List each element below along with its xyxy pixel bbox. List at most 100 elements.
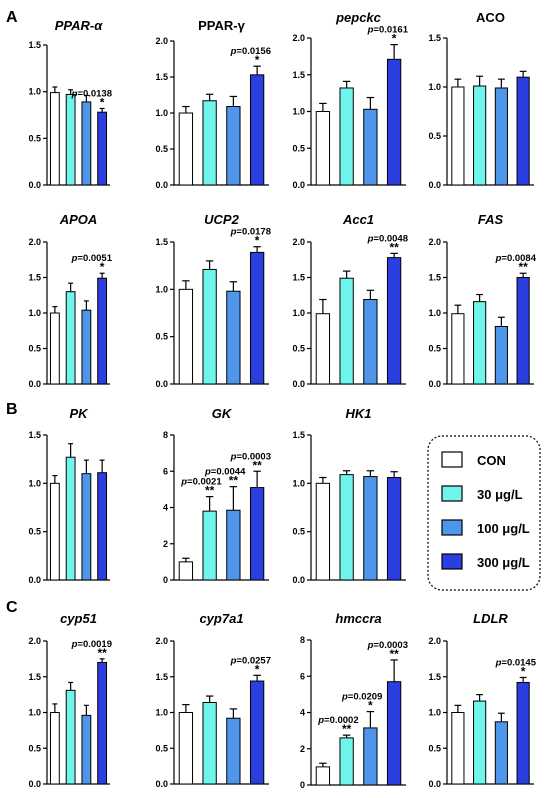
- bar: [226, 106, 241, 186]
- significance-stars: **: [518, 260, 528, 274]
- p-value-label: p=0.0145: [495, 657, 537, 668]
- section-label-a: A: [6, 9, 18, 26]
- significance-stars: **: [205, 484, 215, 498]
- y-tick-label: 0.5: [292, 527, 305, 537]
- chart-panel-2: pepckc 0.0 0.5 1.0 1.5 2.0 *p=0.0161: [292, 10, 408, 190]
- chart-title: HK1: [345, 406, 371, 421]
- y-tick-label: 1.0: [28, 87, 41, 97]
- bar: [49, 482, 60, 581]
- bar: [226, 290, 241, 385]
- y-tick-label: 0.5: [28, 344, 41, 354]
- y-tick-label: 0.5: [28, 527, 41, 537]
- p-value-label: p=0.0209: [341, 692, 382, 703]
- legend: CON 30 μg/L 100 μg/L 300 μg/L: [427, 435, 541, 591]
- significance-stars: *: [100, 95, 105, 109]
- bar: [339, 474, 354, 581]
- bar: [451, 313, 465, 385]
- bar: [494, 721, 508, 785]
- chart-title: LDLR: [473, 611, 508, 626]
- y-tick-label: 0.0: [428, 379, 441, 389]
- chart-title: PPAR-α: [55, 18, 103, 33]
- significance-stars: *: [368, 699, 373, 713]
- y-tick-label: 1.0: [292, 107, 305, 117]
- bar: [202, 100, 217, 186]
- chart-panel-12: cyp7a1 0.0 0.5 1.0 1.5 2.0 *p=0.0257: [155, 611, 271, 789]
- y-tick-label: 0.0: [28, 779, 41, 789]
- section-label-c: C: [6, 599, 18, 616]
- y-tick-label: 0.5: [155, 743, 168, 753]
- significance-stars: *: [100, 260, 105, 274]
- bar: [473, 85, 487, 186]
- y-tick-label: 1.5: [428, 672, 441, 682]
- legend-label-con: CON: [477, 453, 506, 468]
- bar: [249, 74, 265, 186]
- y-tick-label: 1.5: [28, 672, 41, 682]
- p-value-label: p=0.0156: [230, 46, 271, 57]
- significance-stars: *: [521, 664, 526, 678]
- chart-panel-5: UCP2 0.0 0.5 1.0 1.5 *p=0.0178: [155, 212, 271, 389]
- y-tick-label: 2: [163, 539, 168, 549]
- y-tick-label: 1.0: [28, 308, 41, 318]
- chart-panel-8: PK 0.0 0.5 1.0 1.5: [28, 406, 110, 585]
- bar: [81, 714, 92, 785]
- y-tick-label: 0.0: [428, 180, 441, 190]
- bar: [516, 76, 530, 186]
- y-tick-label: 0.0: [28, 180, 41, 190]
- bar: [97, 277, 108, 385]
- y-tick-label: 2.0: [155, 636, 168, 646]
- p-value-label: p=0.0021: [180, 477, 222, 488]
- bar: [315, 766, 331, 786]
- y-tick-label: 0.5: [28, 743, 41, 753]
- y-tick-label: 1.5: [292, 430, 305, 440]
- y-tick-label: 0: [300, 780, 305, 790]
- p-value-label: p=0.0044: [204, 467, 246, 478]
- bar: [516, 277, 530, 385]
- p-value-label: p=0.0003: [230, 451, 271, 462]
- chart-title: Acc1: [342, 212, 374, 227]
- bar: [202, 510, 217, 581]
- chart-panel-3: ACO 0.0 0.5 1.0 1.5: [428, 10, 534, 190]
- bar: [363, 299, 378, 385]
- p-value-label: p=0.0019: [71, 639, 112, 650]
- legend-label-300: 300 μg/L: [477, 555, 530, 570]
- p-value-label: p=0.0257: [230, 655, 271, 666]
- p-value-label: p=0.0002: [317, 715, 358, 726]
- y-tick-label: 2.0: [428, 237, 441, 247]
- bar: [97, 661, 108, 785]
- y-tick-label: 0.0: [292, 180, 305, 190]
- y-tick-label: 1.0: [428, 82, 441, 92]
- y-tick-label: 0.5: [428, 131, 441, 141]
- y-tick-label: 1.5: [155, 72, 168, 82]
- significance-stars: **: [97, 646, 107, 660]
- bar: [339, 277, 354, 385]
- bar: [65, 291, 76, 385]
- y-tick-label: 0.5: [428, 344, 441, 354]
- y-tick-label: 1.0: [155, 284, 168, 294]
- chart-title: FAS: [478, 212, 504, 227]
- chart-title: APOA: [59, 212, 98, 227]
- legend-swatch-30: [441, 485, 463, 502]
- bar: [494, 325, 508, 385]
- y-tick-label: 0.0: [155, 779, 168, 789]
- y-tick-label: 1.5: [292, 273, 305, 283]
- y-tick-label: 1.0: [28, 478, 41, 488]
- bar: [81, 309, 92, 385]
- y-tick-label: 8: [163, 430, 168, 440]
- p-value-label: p=0.0161: [367, 25, 409, 36]
- y-tick-label: 1.5: [155, 237, 168, 247]
- y-tick-label: 4: [163, 503, 168, 513]
- p-value-label: p=0.0048: [367, 233, 408, 244]
- p-value-label: p=0.0084: [495, 253, 537, 264]
- bar: [202, 701, 217, 785]
- chart-panel-14: LDLR 0.0 0.5 1.0 1.5 2.0 *p=0.0145: [428, 611, 536, 789]
- legend-swatch-con: [441, 451, 463, 468]
- bar: [315, 313, 331, 385]
- y-tick-label: 0.0: [428, 779, 441, 789]
- y-tick-label: 1.0: [155, 108, 168, 118]
- chart-panel-10: HK1 0.0 0.5 1.0 1.5: [292, 406, 406, 585]
- legend-box: [427, 435, 541, 591]
- significance-stars: *: [392, 32, 397, 46]
- bar: [178, 112, 194, 186]
- bar: [49, 312, 60, 385]
- y-tick-label: 2: [300, 744, 305, 754]
